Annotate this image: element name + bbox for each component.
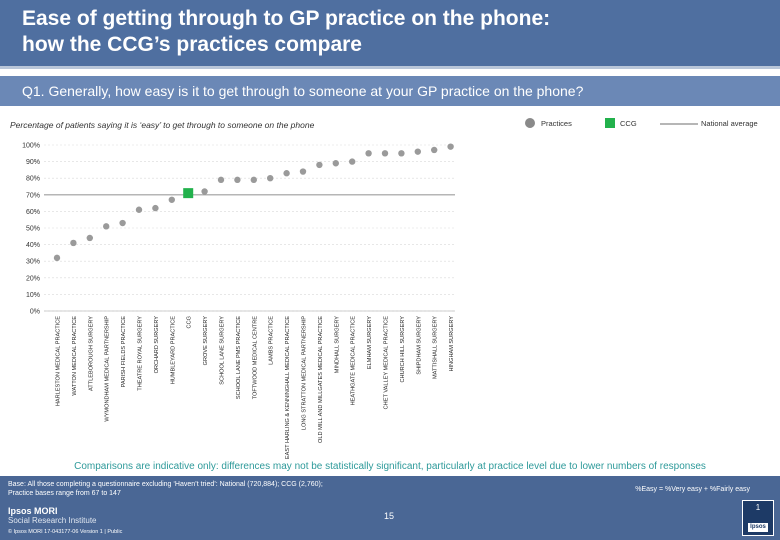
category-label: CHURCH HILL SURGERY (400, 316, 406, 383)
ipsos-mori-logo: Ipsos MORI Social Research Institute (8, 506, 97, 525)
page-number: 15 (384, 511, 395, 521)
category-label: HARLESTON MEDICAL PRACTICE (56, 316, 62, 406)
category-label: CHET VALLEY MEDICAL PRACTICE (384, 316, 390, 410)
category-label: OLD MILL AND MILLGATES MEDICAL PRACTICE (318, 316, 324, 443)
brand-subtitle: Social Research Institute (8, 516, 97, 525)
practice-point (217, 176, 225, 184)
title-line-1: Ease of getting through to GP practice o… (22, 7, 551, 30)
practice-point (135, 206, 143, 213)
ipsos-badge-logo: Ipsos (748, 523, 768, 532)
question-text: Q1. Generally, how easy is it to get thr… (22, 83, 584, 99)
y-tick-label: 0% (30, 309, 40, 316)
legend-ccg-label: CCG (620, 119, 637, 128)
practice-point (381, 150, 389, 157)
y-tick-label: 90% (26, 159, 40, 166)
brand-name: Ipsos MORI (8, 506, 58, 516)
question-bar: Q1. Generally, how easy is it to get thr… (0, 76, 780, 106)
ipsos-badge: 1 Ipsos (742, 500, 774, 536)
category-label: ORCHARD SURGERY (154, 316, 160, 374)
legend-ccg-marker (605, 118, 615, 128)
practice-point (365, 150, 372, 157)
practice-point (267, 175, 274, 182)
practice-point (152, 204, 159, 212)
category-label: WATTON MEDICAL PRACTICE (72, 316, 78, 396)
practice-point (431, 146, 438, 154)
practice-point (414, 148, 421, 155)
header-divider (0, 66, 780, 69)
category-label: SCHOOL LANE SURGERY (220, 316, 226, 385)
base-line-1: Base: All those completing a questionnai… (8, 481, 323, 488)
footer-bar (0, 476, 780, 540)
chart-subtitle: Percentage of patients saying it is ‘eas… (10, 120, 315, 130)
category-label: HINGHAM SURGERY (449, 316, 455, 372)
badge-number: 1 (755, 503, 761, 512)
category-label: MATTISHALL SURGERY (433, 316, 439, 379)
category-label: LAMBS PRACTICE (269, 316, 275, 365)
practice-point (283, 170, 290, 177)
category-label: GROVE SURGERY (203, 316, 209, 366)
practice-point (103, 223, 110, 230)
y-tick-label: 50% (26, 226, 40, 233)
category-label: MINDHALL SURGERY (334, 316, 340, 373)
practice-point (332, 160, 339, 167)
y-tick-label: 80% (26, 176, 40, 183)
base-text: Base: All those completing a questionnai… (8, 480, 408, 498)
category-label: HEATHGATE MEDICAL PRACTICE (351, 316, 357, 406)
copyright-text: © Ipsos MORI 17-043177-06 Version 1 | Pu… (8, 529, 123, 535)
y-tick-label: 10% (26, 292, 40, 299)
easy-definition: %Easy = %Very easy + %Fairly easy (635, 486, 750, 493)
practice-point (234, 176, 241, 184)
legend-practices-marker (525, 118, 535, 128)
y-tick-label: 60% (26, 209, 40, 216)
category-label: WYMONDHAM MEDICAL PARTNERSHIP (105, 316, 111, 422)
category-label: SHIPDHAM SURGERY (416, 316, 422, 375)
category-label: TOFTWOOD MEDICAL CENTRE (252, 316, 258, 400)
category-label: EAST HARLING & KENNINGHALL MEDICAL PRACT… (285, 316, 291, 459)
y-tick-label: 30% (26, 259, 40, 266)
category-label: ATTLEBOROUGH SURGERY (88, 316, 94, 391)
comparison-note: Comparisons are indicative only: differe… (74, 461, 706, 472)
y-tick-label: 100% (22, 143, 40, 150)
practice-point (119, 219, 126, 227)
header-bar: Ease of getting through to GP practice o… (0, 0, 780, 66)
category-label: HUMBLEYARD PRACTICE (170, 316, 176, 385)
category-label: LONG STRATTON MEDICAL PARTNERSHIP (302, 316, 308, 430)
practice-point (86, 234, 94, 242)
practice-point (398, 150, 405, 157)
practice-point (70, 239, 77, 247)
page-title: Ease of getting through to GP practice o… (22, 6, 762, 58)
practice-point (299, 168, 307, 175)
legend-practices-label: Practices (541, 119, 572, 128)
practice-point (447, 143, 454, 150)
category-label: PARISH FIELDS PRACTICE (121, 316, 127, 388)
practice-point (168, 196, 175, 203)
practice-point (201, 188, 208, 195)
category-label: CCG (187, 316, 193, 328)
category-label: ELMHAM SURGERY (367, 316, 373, 369)
category-label: THEATRE ROYAL SURGERY (138, 316, 144, 391)
practice-point (250, 176, 257, 184)
title-line-2: how the CCG’s practices compare (22, 33, 362, 56)
practice-point (53, 254, 61, 262)
practice-point (349, 158, 356, 165)
ccg-point (183, 188, 194, 199)
legend-national-label: National average (701, 119, 758, 128)
y-tick-label: 40% (26, 242, 40, 249)
practice-point (316, 161, 323, 169)
chart-svg: 0% 10% 20% 30% 40% 50% 60% 70% 80% 90% 100% HARLEST… (22, 118, 758, 459)
category-label: SCHOOL LANE PMS PRACTICE (236, 316, 242, 399)
y-tick-label: 70% (26, 192, 40, 199)
base-line-2: Practice bases range from 67 to 147 (8, 490, 121, 497)
y-tick-label: 20% (26, 275, 40, 282)
